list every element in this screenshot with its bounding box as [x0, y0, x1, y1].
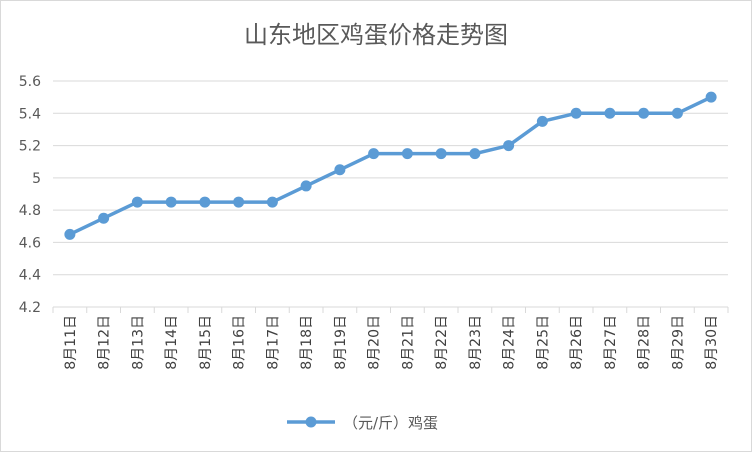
data-point [334, 164, 346, 176]
data-point [671, 107, 683, 119]
data-point [300, 180, 312, 192]
x-tick-label: 8月18日 [299, 315, 315, 370]
data-point [233, 196, 245, 208]
x-tick-label: 8月17日 [265, 315, 281, 370]
data-point [536, 115, 548, 127]
x-tick-label: 8月27日 [603, 315, 619, 370]
y-tick-label: 4.6 [19, 235, 41, 251]
data-point [266, 196, 278, 208]
series-line [69, 95, 712, 236]
x-tick-label: 8月14日 [164, 315, 180, 370]
x-tick-label: 8月16日 [232, 315, 248, 370]
data-point [604, 107, 616, 119]
legend-marker [305, 416, 317, 428]
x-tick-label: 8月30日 [704, 315, 720, 370]
y-tick-label: 5.6 [19, 74, 41, 90]
y-tick-label: 5.2 [19, 139, 41, 155]
x-tick-label: 8月25日 [535, 315, 551, 370]
x-tick-label: 8月23日 [468, 315, 484, 370]
data-point [570, 107, 582, 119]
x-tick-label: 8月29日 [670, 315, 686, 370]
x-tick-label: 8月21日 [400, 315, 416, 370]
data-point [435, 148, 447, 160]
chart-title: 山东地区鸡蛋价格走势图 [244, 21, 508, 49]
x-tick-label: 8月20日 [367, 315, 383, 370]
y-tick-label: 4.2 [19, 300, 41, 316]
y-tick-label: 5 [32, 171, 41, 187]
data-point [368, 148, 380, 160]
y-tick-label: 4.4 [19, 268, 41, 284]
data-point [64, 228, 76, 240]
y-tick-label: 5.4 [19, 106, 41, 122]
x-tick-label: 8月15日 [198, 315, 214, 370]
legend-label: （元/斤）鸡蛋 [343, 414, 438, 432]
data-point [469, 148, 481, 160]
x-tick-label: 8月13日 [130, 315, 146, 370]
data-point [503, 140, 515, 152]
x-tick-label: 8月24日 [502, 315, 518, 370]
x-tick-label: 8月22日 [434, 315, 450, 370]
data-point [199, 196, 211, 208]
data-point [165, 196, 177, 208]
data-point [705, 91, 717, 103]
y-tick-label: 4.8 [19, 203, 41, 219]
x-tick-label: 8月28日 [637, 315, 653, 370]
data-point [638, 107, 650, 119]
data-point [401, 148, 413, 160]
data-point [98, 212, 110, 224]
data-point [131, 196, 143, 208]
x-tick-label: 8月26日 [569, 315, 585, 370]
x-tick-label: 8月19日 [333, 315, 349, 370]
x-tick-label: 8月12日 [97, 315, 113, 370]
x-tick-label: 8月11日 [63, 315, 79, 370]
